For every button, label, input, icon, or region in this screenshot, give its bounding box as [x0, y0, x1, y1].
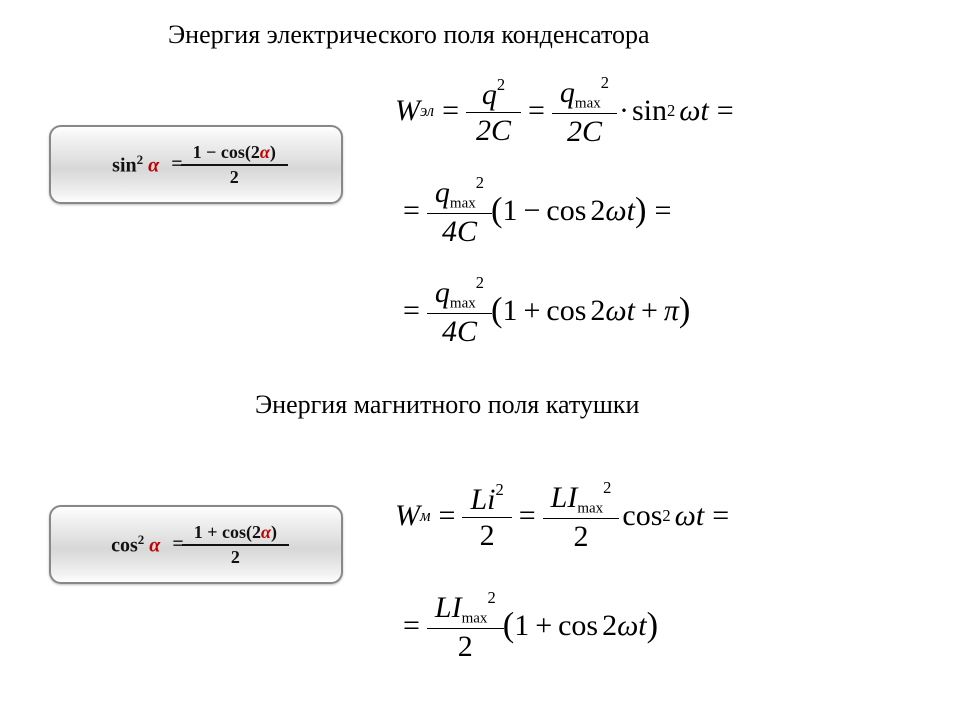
identity-sin-num-alpha: α: [260, 142, 270, 162]
identity-sin-alpha: α: [148, 154, 159, 176]
eq-e2-den: 4C: [427, 213, 492, 247]
identity-cos-func: cos: [111, 534, 138, 556]
equation-electric-2: = qmax2 4C ( 1−cos2ωt ) =: [395, 175, 679, 247]
eq-m1-f1-num: Li: [470, 483, 495, 516]
identity-cos-arg: α: [149, 534, 160, 556]
eq-e1-f1-num-pow: 2: [497, 75, 505, 94]
eq-e1-trigpow: 2: [667, 101, 675, 121]
eq-e1-f2-num-pow: 2: [601, 73, 609, 92]
eq-m1-W: W: [395, 499, 420, 533]
identity-cos-exp: 2: [138, 532, 145, 547]
identity-sin-exp: 2: [137, 152, 144, 167]
title-electric: Энергия электрического поля конденсатора: [168, 20, 650, 50]
eq-e3-num-pow: 2: [476, 273, 484, 292]
eq-m1-frac2: LImax2 2: [548, 480, 615, 552]
eq-m1-f2-num: LI: [551, 481, 578, 514]
eq-m2-pow: 2: [487, 588, 495, 607]
eq-e1-frac1: q2 2C: [471, 77, 516, 146]
eq-m1-f1-den: 2: [462, 517, 511, 551]
identity-box-cos: cos2 α = 1 + cos(2α) 2: [49, 505, 343, 584]
eq-m1-frac1: Li2 2: [467, 482, 506, 551]
eq-e2-num-pow: 2: [476, 173, 484, 192]
eq-m2-den: 2: [427, 628, 504, 662]
identity-cos-num-prefix: 1 + cos(2: [194, 522, 261, 542]
eq-e1-f1-den: 2C: [466, 112, 521, 146]
eq-e1-dot: ·: [619, 94, 629, 128]
eq-e1-f2-den: 2C: [552, 113, 617, 147]
identity-cos-alpha: α: [149, 534, 160, 556]
eq-m1-t: t: [696, 499, 704, 533]
eq-m1-f2-den: 2: [543, 518, 620, 552]
equation-electric-1: Wэл = q2 2C = qmax2 2C · sin 2 ωt =: [395, 75, 742, 147]
eq-m1-f2-pow: 2: [603, 478, 611, 497]
eq-m1-f1-pow: 2: [495, 480, 503, 499]
eq-m1-omega: ω: [675, 499, 696, 533]
eq-e1-W: W: [395, 94, 420, 128]
identity-cos-num-alpha: α: [261, 522, 271, 542]
identity-sin-content: sin2 α = 1 − cos(2α) 2: [112, 143, 280, 187]
eq-e3-num-sub: max: [450, 295, 476, 311]
eq-e1-omega: ω: [679, 94, 700, 128]
identity-sin-den: 2: [181, 164, 288, 187]
eq-e1-Wsub: эл: [420, 101, 434, 121]
eq-m1-trig: cos: [622, 499, 662, 533]
identity-cos-content: cos2 α = 1 + cos(2α) 2: [111, 523, 281, 567]
identity-box-sin: sin2 α = 1 − cos(2α) 2: [49, 125, 343, 204]
identity-sin-num-prefix: 1 − cos(2: [193, 142, 260, 162]
equation-electric-3: = qmax2 4C ( 1+cos2ωt+π ): [395, 275, 690, 347]
eq-e1-f2-num-sub: max: [575, 95, 601, 111]
eq-e1-frac2: qmax2 2C: [557, 75, 612, 147]
eq-e1-f2-num-sym: q: [560, 76, 575, 109]
identity-sin-num-suffix: ): [270, 142, 276, 162]
title-magnetic: Энергия магнитного поля катушки: [255, 390, 639, 420]
identity-cos-den: 2: [182, 544, 289, 567]
eq-e1-trig: sin: [632, 94, 667, 128]
equation-magnetic-1: Wм = Li2 2 = LImax2 2 cos2 ωt =: [395, 480, 737, 552]
eq-m2-sub: max: [462, 610, 488, 626]
identity-sin-func: sin: [112, 154, 136, 176]
eq-e3-num-sym: q: [435, 276, 450, 309]
eq-e1-t: t: [700, 94, 708, 128]
eq-e3-den: 4C: [427, 313, 492, 347]
eq-e2-num-sub: max: [450, 195, 476, 211]
eq-m2-num: LI: [435, 591, 462, 624]
eq-e3-frac: qmax2 4C: [432, 275, 487, 347]
eq-m1-trigpow: 2: [662, 506, 670, 526]
eq-m2-frac: LImax2 2: [432, 590, 499, 662]
equation-magnetic-2: = LImax2 2 ( 1+cos2ωt ): [395, 590, 658, 662]
identity-sin-arg: α: [148, 154, 159, 176]
eq-m1-f2-sub: max: [577, 500, 603, 516]
eq-e2-frac: qmax2 4C: [432, 175, 487, 247]
eq-m1-Wsub: м: [420, 506, 431, 526]
eq-e1-f1-num-sym: q: [482, 78, 497, 111]
eq-e2-num-sym: q: [435, 176, 450, 209]
identity-cos-num-suffix: ): [271, 522, 277, 542]
